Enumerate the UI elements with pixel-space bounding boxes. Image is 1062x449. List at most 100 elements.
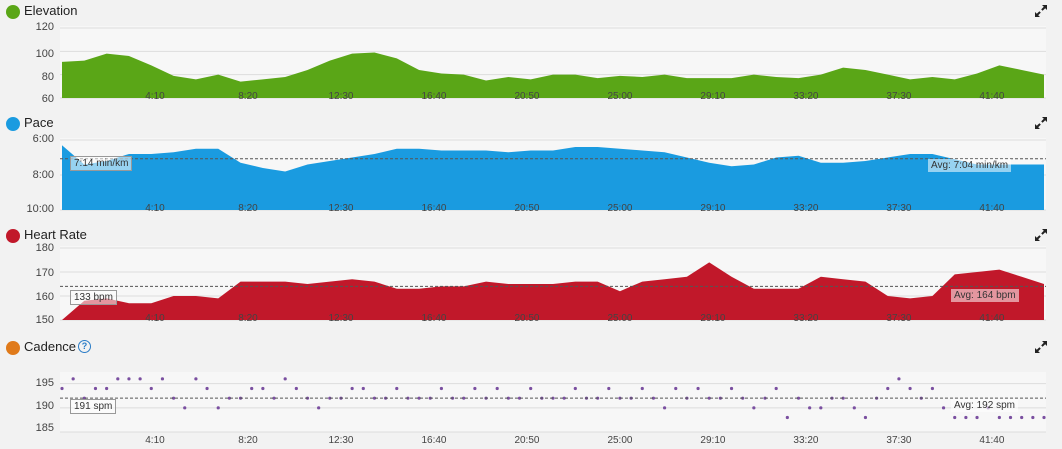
- elevation-legend-dot: [6, 5, 20, 19]
- data-point: [863, 415, 868, 420]
- data-point: [372, 396, 377, 400]
- x-tick-label: 20:50: [514, 313, 539, 324]
- x-tick-label: 8:20: [238, 313, 258, 324]
- pace-chart[interactable]: 4:10 8:20 12:30 16:40 20:50 25:00 29:10 33:20 37…: [60, 138, 1046, 214]
- data-point: [105, 386, 109, 391]
- data-point: [439, 386, 444, 391]
- x-tick-label: 41:40: [979, 313, 1004, 324]
- y-tick-label: 180: [35, 242, 54, 254]
- area-series: [62, 145, 1044, 210]
- data-point: [138, 377, 142, 381]
- data-point: [317, 406, 321, 410]
- x-tick-label: 20:50: [514, 435, 539, 446]
- x-tick-label: 33:20: [793, 435, 818, 446]
- y-tick-label: 10:00: [26, 203, 54, 215]
- elevation-y-axis: 120 100 80 60: [0, 0, 54, 105]
- elevation-chart[interactable]: 4:10 8:20 12:30 16:40 20:50 25:00 29:10 33:20 37…: [60, 26, 1046, 102]
- data-point: [930, 386, 935, 391]
- cadence-y-axis: 195 190 185: [0, 336, 54, 449]
- data-point: [205, 386, 209, 391]
- x-tick-label: 25:00: [607, 313, 632, 324]
- data-point: [841, 396, 845, 400]
- data-point: [361, 386, 365, 391]
- y-tick-label: 150: [35, 314, 54, 326]
- y-tick-label: 80: [41, 71, 54, 83]
- x-tick-label: 20:50: [514, 91, 539, 102]
- data-point: [283, 377, 287, 381]
- x-tick-label: 33:20: [793, 91, 818, 102]
- x-tick-label: 25:00: [607, 435, 632, 446]
- data-point: [127, 377, 131, 381]
- expand-icon[interactable]: [1034, 116, 1048, 130]
- data-point: [160, 377, 165, 381]
- data-point: [573, 386, 577, 391]
- data-point: [328, 396, 332, 400]
- pace-panel: Pace 6:00 8:00 10:00 4:10 8:20 12:30 16:40 2…: [0, 112, 1062, 216]
- data-point: [272, 396, 276, 400]
- data-point: [796, 396, 801, 400]
- x-tick-label: 12:30: [328, 91, 353, 102]
- x-tick-label: 16:40: [421, 313, 446, 324]
- data-point: [116, 377, 120, 381]
- expand-icon[interactable]: [1034, 228, 1048, 242]
- y-tick-label: 195: [35, 377, 54, 389]
- expand-icon[interactable]: [1034, 4, 1048, 18]
- data-point: [674, 386, 678, 391]
- x-tick-label: 37:30: [886, 203, 911, 214]
- heart-rate-header: Heart Rate: [0, 224, 1062, 246]
- y-tick-label: 8:00: [32, 169, 54, 181]
- x-tick-label: 12:30: [328, 203, 353, 214]
- cadence-chart[interactable]: 4:10 8:20 12:30 16:40 20:50 25:00 29:10 33:20 37…: [60, 368, 1046, 446]
- data-point: [462, 396, 466, 400]
- data-point: [774, 386, 778, 391]
- data-point: [886, 386, 890, 391]
- data-point: [149, 386, 153, 391]
- y-tick-label: 100: [35, 48, 54, 60]
- data-point: [997, 415, 1001, 420]
- area-series: [62, 52, 1044, 98]
- data-point: [729, 386, 734, 391]
- y-tick-label: 60: [41, 93, 54, 105]
- data-point: [417, 396, 421, 400]
- cadence-legend-dot: [6, 341, 20, 355]
- data-point: [618, 396, 622, 400]
- x-tick-label: 16:40: [421, 435, 446, 446]
- heart-rate-panel: Heart Rate 180 170 160 150 4:10 8:20 12:30…: [0, 224, 1062, 328]
- expand-icon[interactable]: [1034, 340, 1048, 354]
- data-point: [852, 406, 856, 410]
- heart-rate-legend-dot: [6, 229, 20, 243]
- x-tick-label: 37:30: [886, 313, 911, 324]
- elevation-panel: Elevation 120 100 80 60 4:10 8:20 12:30 16:…: [0, 0, 1062, 105]
- x-tick-label: 41:40: [979, 435, 1004, 446]
- data-point: [707, 396, 711, 400]
- y-tick-label: 170: [35, 267, 54, 279]
- pace-average-label: Avg: 7:04 min/km: [928, 159, 1012, 172]
- x-tick-label: 4:10: [145, 91, 165, 102]
- data-point: [216, 406, 220, 410]
- data-point: [651, 396, 656, 400]
- x-tick-label: 8:20: [238, 203, 258, 214]
- data-point: [1008, 415, 1013, 420]
- data-point: [975, 415, 979, 420]
- data-point: [171, 396, 176, 400]
- x-tick-label: 29:10: [700, 203, 725, 214]
- data-point: [752, 406, 756, 410]
- data-point: [662, 406, 667, 410]
- help-icon[interactable]: ?: [78, 340, 91, 353]
- data-point: [183, 406, 187, 410]
- cadence-header: Cadence ?: [0, 336, 1062, 358]
- x-tick-label: 41:40: [979, 203, 1004, 214]
- data-point: [495, 386, 499, 391]
- x-tick-label: 12:30: [328, 435, 353, 446]
- cadence-panel: Cadence ? 195 190 185 4:10 8:20 12:30 16:40…: [0, 336, 1062, 449]
- elevation-header: Elevation: [0, 0, 1062, 22]
- data-point: [350, 386, 354, 391]
- heart-rate-chart[interactable]: 4:10 8:20 12:30 16:40 20:50 25:00 29:10 33:20 37…: [60, 244, 1046, 324]
- x-tick-label: 8:20: [238, 435, 258, 446]
- data-point: [227, 396, 231, 400]
- data-point: [1031, 415, 1035, 420]
- data-point: [1042, 415, 1046, 420]
- cadence-average-label: Avg: 192 spm: [951, 399, 1018, 412]
- data-point: [908, 386, 912, 391]
- data-point: [506, 396, 510, 400]
